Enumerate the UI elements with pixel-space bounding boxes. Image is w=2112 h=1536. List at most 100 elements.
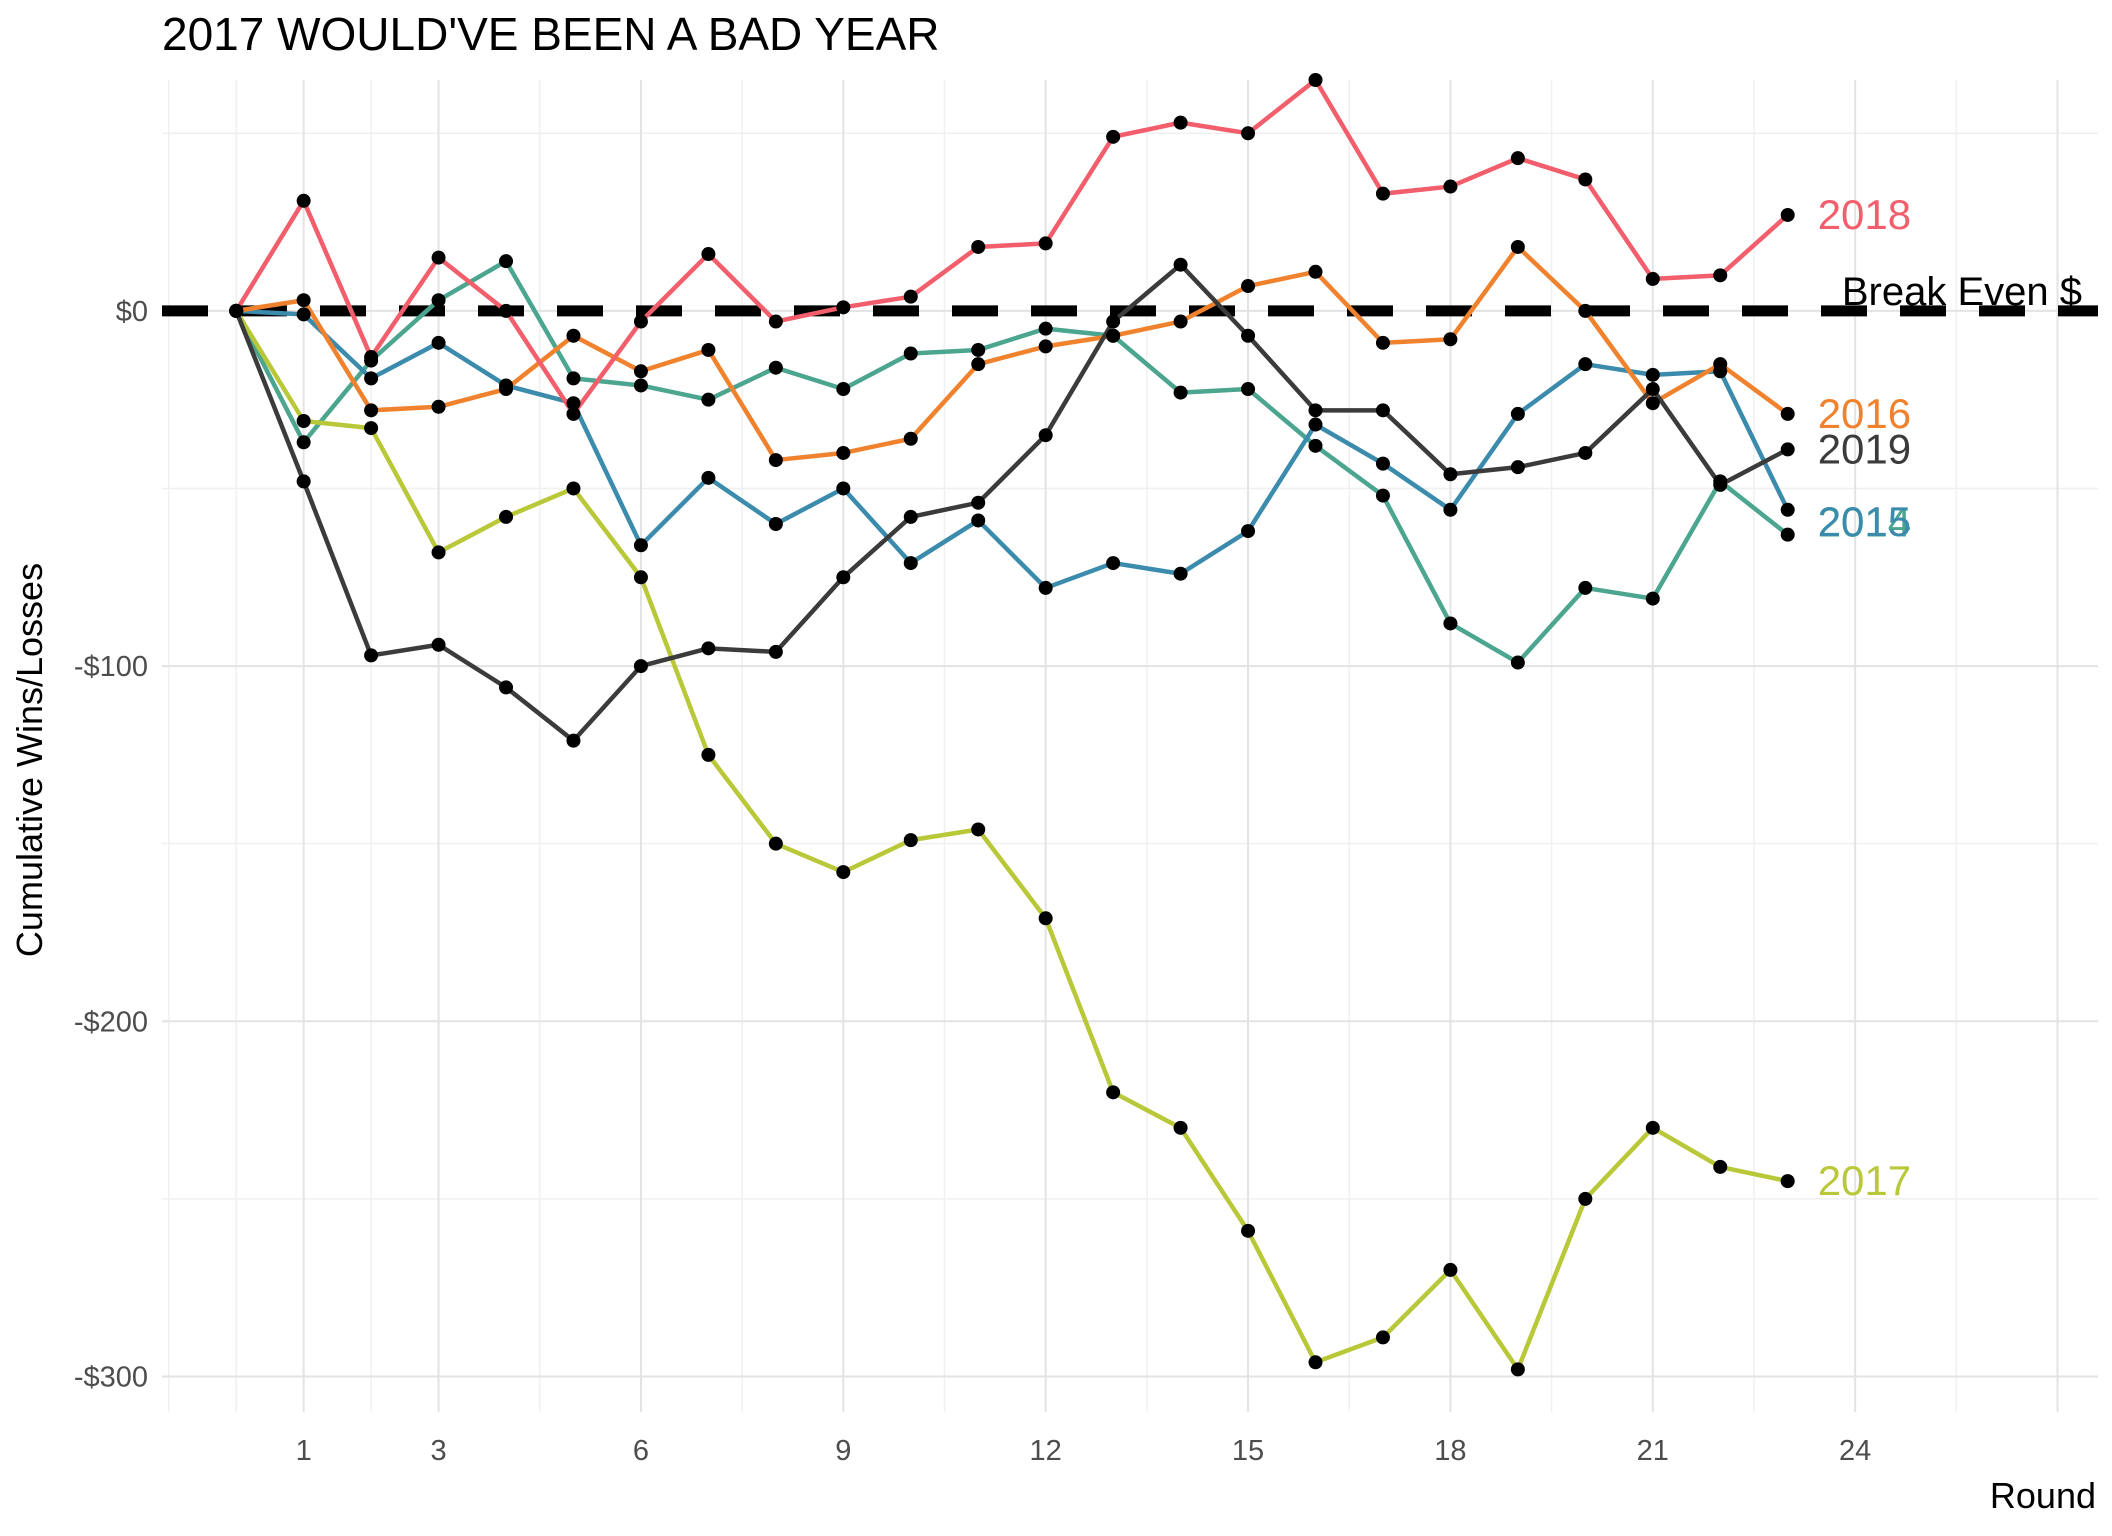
data-point-2015 (1645, 367, 1660, 382)
data-point-2018 (971, 239, 986, 254)
data-point-2017 (1645, 1120, 1660, 1135)
data-point-2015 (1038, 580, 1053, 595)
data-point-2018 (701, 247, 716, 262)
data-point-2017 (1780, 1174, 1795, 1189)
x-tick-label: 18 (1434, 1435, 1466, 1467)
data-point-2014 (431, 293, 446, 308)
data-point-2017 (364, 421, 379, 436)
data-point-2016 (1780, 406, 1795, 421)
data-point-2015 (1241, 524, 1256, 539)
data-point-2015 (971, 513, 986, 528)
data-point-2018 (1578, 172, 1593, 187)
data-point-2014 (1375, 488, 1390, 503)
data-point-2015 (566, 396, 581, 411)
data-point-2019 (1713, 477, 1728, 492)
y-axis-title: Cumulative Wins/Losses (9, 563, 50, 957)
series-lines (234, 77, 1790, 1372)
data-point-2017 (1578, 1191, 1593, 1206)
series-label-2015: 2015 (1818, 498, 1911, 545)
data-point-2019 (1106, 314, 1121, 329)
data-point-2015 (768, 517, 783, 531)
data-point-2018 (364, 350, 379, 365)
data-point-2017 (1713, 1159, 1728, 1174)
data-point-2017 (1510, 1362, 1525, 1377)
data-point-2014 (768, 360, 783, 375)
series-label-2017: 2017 (1818, 1157, 1911, 1204)
data-point-2015 (836, 481, 851, 496)
series-line-2015 (236, 308, 1790, 591)
data-point-2019 (566, 733, 581, 748)
data-point-2015 (296, 307, 311, 322)
data-point-2019 (499, 680, 514, 695)
data-point-2015 (1780, 502, 1795, 517)
x-axis-tick-labels: 1 3 6 9 12 15 18 21 24 (296, 1435, 1872, 1467)
y-tick-label: -$200 (74, 1006, 148, 1038)
data-point-2019 (1510, 460, 1525, 475)
data-point-2014 (701, 392, 716, 407)
series-label-2019: 2019 (1818, 425, 1911, 472)
data-point-2016 (431, 399, 446, 414)
data-point-2015 (1510, 406, 1525, 421)
data-point-2018 (903, 289, 918, 304)
data-point-2018 (1173, 115, 1188, 130)
data-point-2017 (701, 747, 716, 762)
data-point-2016 (1308, 264, 1323, 279)
data-point-2015 (633, 538, 648, 553)
major-gridlines (162, 80, 2098, 1412)
data-point-2016 (1645, 396, 1660, 411)
data-point-2014 (903, 346, 918, 361)
data-point-2018 (1713, 268, 1728, 283)
data-point-2014 (499, 254, 514, 269)
x-tick-label: 12 (1030, 1435, 1062, 1467)
data-point-2017 (768, 836, 783, 851)
data-point-2019 (1645, 382, 1660, 397)
data-point-2017 (903, 833, 918, 848)
data-point-2019 (1375, 403, 1390, 418)
data-point-2015 (1443, 502, 1458, 517)
data-point-2017 (1375, 1330, 1390, 1345)
data-point-2017 (1241, 1223, 1256, 1238)
data-point-2016 (836, 445, 851, 460)
data-point-2016 (701, 342, 716, 357)
data-point-2019 (971, 495, 986, 510)
x-axis-title: Round (1990, 1475, 2096, 1516)
data-point-2017 (1038, 911, 1053, 926)
data-point-2019 (1443, 467, 1458, 482)
data-point-2017 (1308, 1355, 1323, 1370)
data-point-2019 (431, 637, 446, 652)
series-line-2016 (235, 244, 1790, 463)
data-point-2014 (633, 378, 648, 393)
series-label-2014: 2014 (1818, 499, 1911, 546)
series-line-2014 (234, 258, 1790, 665)
data-point-2014 (1308, 438, 1323, 453)
data-point-2019 (1780, 442, 1795, 457)
data-point-2015 (1375, 456, 1390, 471)
data-point-2018 (1375, 186, 1390, 201)
data-point-2018 (1241, 126, 1256, 141)
data-point-2018 (1038, 236, 1053, 251)
data-point-2014 (1780, 527, 1795, 542)
data-point-2016 (1038, 339, 1053, 354)
data-point-2019 (701, 641, 716, 656)
data-point-2015 (364, 371, 379, 386)
break-even-label: Break Even $ (1842, 270, 2082, 314)
x-tick-label: 21 (1637, 1435, 1669, 1467)
y-tick-label: -$300 (74, 1361, 148, 1393)
data-point-2018 (499, 303, 514, 318)
data-point-2014 (836, 382, 851, 397)
data-point-2019 (296, 474, 311, 489)
data-point-2015 (903, 556, 918, 571)
data-point-2015 (1173, 566, 1188, 581)
data-point-2017 (296, 413, 311, 428)
data-point-2016 (1578, 303, 1593, 318)
data-point-2019 (1241, 328, 1256, 343)
data-point-2018 (1780, 207, 1795, 222)
data-point-2019 (836, 570, 851, 585)
y-tick-label: -$100 (74, 651, 148, 683)
data-point-2014 (1173, 385, 1188, 400)
x-tick-label: 9 (835, 1435, 851, 1467)
data-point-2018 (768, 314, 783, 329)
data-point-2015 (431, 335, 446, 350)
data-point-2016 (1713, 357, 1728, 372)
